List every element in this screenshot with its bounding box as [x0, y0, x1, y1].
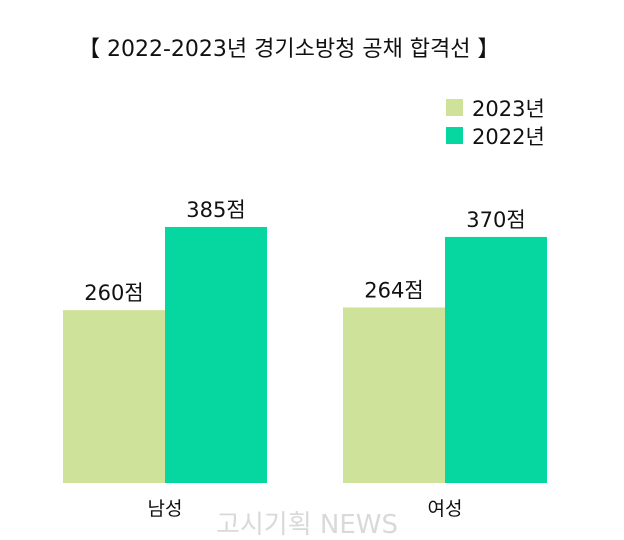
legend: 2023년 2022년 [446, 97, 545, 149]
bar-female-2023 [343, 307, 445, 483]
category-label-male: 남성 [148, 498, 183, 520]
value-label-female-2023: 264점 [364, 278, 423, 302]
legend-label-2022: 2022년 [472, 125, 545, 149]
legend-swatch-2023 [446, 99, 463, 116]
watermark: 고시기획 NEWS [216, 510, 398, 540]
category-label-female: 여성 [428, 498, 463, 520]
value-label-male-2022: 385점 [186, 198, 245, 222]
value-label-male-2023: 260점 [84, 281, 143, 305]
bar-female-2022 [445, 236, 547, 483]
legend-label-2023: 2023년 [472, 97, 545, 121]
chart-title: 【 2022-2023년 경기소방청 공채 합격선 】 [78, 37, 500, 62]
bar-male-2022 [165, 226, 267, 483]
legend-swatch-2022 [446, 127, 463, 144]
bar-male-2023 [63, 310, 165, 483]
value-label-female-2022: 370점 [466, 208, 525, 232]
plot-area: 260점 385점 264점 370점 [63, 198, 547, 483]
